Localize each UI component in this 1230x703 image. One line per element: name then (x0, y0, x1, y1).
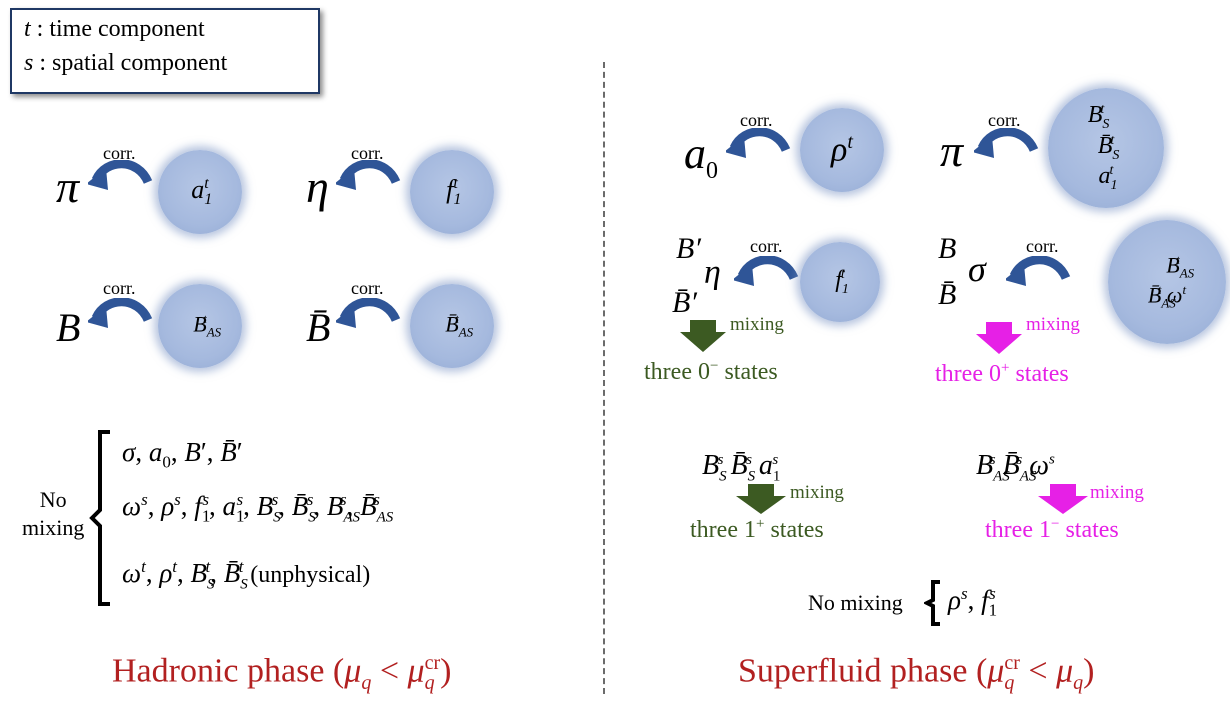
mixing-arrow-green-2 (736, 484, 786, 514)
corr-arrow-Bbar (336, 298, 406, 338)
legend-time: t : time component (24, 16, 205, 42)
corr-label: corr. (750, 236, 783, 256)
partner-blob-a1t: a1t (158, 150, 242, 234)
corr-arrow-eta-sf (734, 256, 804, 296)
mixing-arrow-pink-1 (976, 322, 1022, 354)
corr-label: corr. (351, 143, 384, 163)
corr-arrow-eta (336, 160, 406, 200)
vec2-fields: BASs B̄ASs ωs (976, 450, 1055, 485)
partner-blob-f1t-sf: f1t (800, 242, 880, 322)
B-symbol-sf: B (938, 232, 957, 265)
corr-label: corr. (1026, 236, 1059, 256)
corr-arrow-pi-sf (974, 128, 1044, 168)
sigma-symbol: σ (968, 249, 986, 289)
a0-symbol: a0 (684, 129, 718, 184)
partner-blob-f1t: f1t (410, 150, 494, 234)
corr-arrow-B (88, 298, 158, 338)
corr-arrow-sigma (1006, 256, 1076, 296)
three-0minus-states: three 0− states (644, 358, 778, 385)
corr-label: corr. (988, 110, 1021, 130)
three-0plus-states: three 0+ states (935, 360, 1069, 387)
hadronic-list-line-2: ωs, ρs, f1s, a1s, BSs, B̄Ss, BASs, B̄ASs (122, 490, 394, 526)
hadronic-list-line-1: σ, a0, B′, B̄′ (122, 437, 243, 472)
hadronic-brace (89, 430, 110, 606)
Bbarprime-symbol: B̄′ (672, 286, 697, 319)
partner-blob-rhot: ρt (800, 108, 884, 192)
Bprime-symbol: B′ (676, 232, 701, 265)
superfluid-no-mixing-fields: ρs, f1s (948, 584, 998, 620)
Bbar-symbol: B̄ (306, 305, 331, 350)
corr-label: corr. (740, 110, 773, 130)
pi-symbol-sf: π (940, 125, 964, 176)
hadronic-no-mixing-label: No mixing (22, 487, 85, 540)
mixing-label: mixing (730, 314, 784, 335)
hadronic-list-line-3: ωt, ρt, BSt, B̄St (unphysical) (122, 557, 371, 593)
superfluid-no-mixing-label: No mixing (808, 590, 903, 615)
superfluid-phase-title: Superfluid phase (μqcr < μq) (738, 652, 1095, 695)
pi-symbol: π (56, 161, 80, 212)
corr-label: corr. (103, 278, 136, 298)
corr-label: corr. (103, 143, 136, 163)
partner-blob-pi-sf: BSt B̄St a1t (1048, 88, 1164, 208)
legend-box: t : time component s : spatial component (10, 8, 320, 94)
corr-label: corr. (351, 278, 384, 298)
Bbar-symbol-sf: B̄ (938, 278, 957, 311)
partner-blob-BbartAS: B̄ASt (410, 284, 494, 368)
mixing-label: mixing (790, 482, 844, 503)
eta-symbol-sf: η (704, 254, 721, 291)
hadronic-phase-title: Hadronic phase (μq < μqcr) (112, 652, 452, 695)
phase-divider (603, 62, 605, 694)
B-symbol: B (56, 305, 81, 350)
three-1minus-states: three 1− states (985, 516, 1119, 543)
partner-blob-BtAS: BASt (158, 284, 242, 368)
eta-symbol: η (306, 161, 329, 212)
corr-arrow-a0 (726, 128, 796, 168)
mixing-arrow-pink-2 (1038, 484, 1088, 514)
mixing-label: mixing (1090, 482, 1144, 503)
mixing-label: mixing (1026, 314, 1080, 335)
corr-arrow-pi (88, 160, 158, 200)
legend-spatial: s : spatial component (24, 50, 228, 76)
mixing-arrow-green-1 (680, 320, 726, 352)
partner-blob-sigma: BASt B̄ASt ωt (1108, 220, 1226, 344)
three-1plus-states: three 1+ states (690, 516, 824, 543)
superfluid-brace (924, 580, 940, 626)
vec1-fields: BSs B̄Ss a1s (702, 450, 781, 485)
